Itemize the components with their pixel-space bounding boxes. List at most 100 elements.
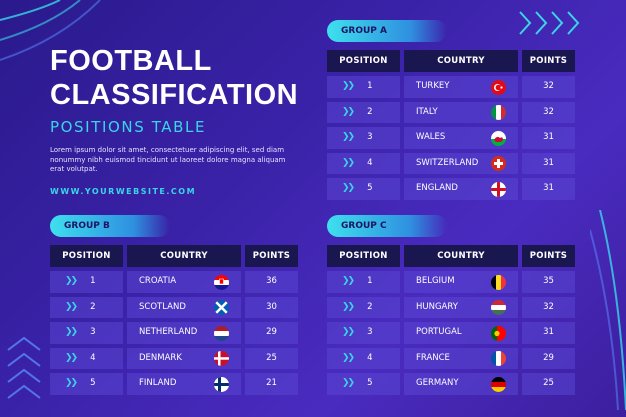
germany-flag-icon: [491, 376, 506, 392]
chevron-right-icon: ❯❯: [65, 327, 78, 337]
table-row: ❯❯ 3 NETHERLAND 29: [50, 322, 302, 344]
table-row: ❯❯ 5 FINLAND 21: [50, 373, 302, 395]
points-cell: 32: [522, 296, 575, 318]
position-cell: ❯❯ 3: [327, 322, 400, 344]
country-name: NETHERLAND: [139, 327, 198, 337]
table-row: ❯❯ 2 HUNGARY 32: [327, 296, 579, 318]
country-name: SCOTLAND: [139, 301, 186, 312]
points-cell: 32: [522, 76, 575, 98]
country-cell: SWITZERLAND: [404, 152, 518, 174]
table-header: POSITION COUNTRY POINTS: [327, 50, 579, 72]
points-cell: 31: [522, 322, 575, 344]
position-value: 2: [90, 301, 96, 312]
position-cell: ❯❯ 2: [327, 296, 400, 318]
points-cell: 29: [245, 322, 298, 344]
group-b-table: GROUP B POSITION COUNTRY POINTS ❯❯ 1 CROA…: [50, 215, 302, 395]
column-header-points: POINTS: [522, 50, 575, 72]
position-cell: ❯❯ 1: [327, 271, 400, 293]
position-cell: ❯❯ 1: [327, 76, 400, 98]
position-value: 1: [367, 81, 373, 91]
country-cell: SCOTLAND: [127, 296, 241, 318]
chevron-right-icon: ❯❯: [342, 157, 355, 168]
points-cell: 21: [245, 373, 298, 395]
position-value: 4: [367, 352, 373, 363]
country-name: ENGLAND: [416, 183, 458, 193]
chevron-right-icon: ❯❯: [65, 276, 78, 286]
country-cell: FINLAND: [127, 373, 241, 395]
position-value: 3: [367, 132, 373, 142]
country-name: GERMANY: [416, 378, 459, 388]
column-header-position: POSITION: [50, 245, 123, 267]
column-header-position: POSITION: [327, 245, 400, 267]
position-cell: ❯❯ 1: [50, 271, 123, 293]
turkey-flag-icon: [491, 79, 506, 95]
website-link[interactable]: WWW.YOURWEBSITE.COM: [50, 186, 197, 196]
position-cell: ❯❯ 2: [50, 296, 123, 318]
position-cell: ❯❯ 3: [50, 322, 123, 344]
column-header-country: COUNTRY: [127, 245, 241, 267]
country-cell: ENGLAND: [404, 178, 518, 200]
position-cell: ❯❯ 5: [327, 178, 400, 200]
points-cell: 25: [245, 347, 298, 369]
group-c-label: GROUP C: [327, 215, 447, 237]
points-cell: 35: [522, 271, 575, 293]
position-cell: ❯❯ 3: [327, 127, 400, 149]
position-value: 5: [90, 378, 96, 388]
points-cell: 25: [522, 373, 575, 395]
table-row: ❯❯ 5 GERMANY 25: [327, 373, 579, 395]
header: FOOTBALL CLASSIFICATION POSITIONS TABLE …: [50, 44, 310, 196]
points-cell: 31: [522, 178, 575, 200]
points-cell: 36: [245, 271, 298, 293]
column-header-position: POSITION: [327, 50, 400, 72]
finland-flag-icon: [214, 376, 229, 392]
table-row: ❯❯ 1 BELGIUM 35: [327, 271, 579, 293]
country-name: DENMARK: [139, 352, 182, 363]
column-header-country: COUNTRY: [404, 50, 518, 72]
country-name: CROATIA: [139, 276, 177, 286]
position-value: 2: [367, 106, 373, 117]
position-value: 3: [367, 327, 373, 337]
country-name: FRANCE: [416, 352, 450, 363]
page-title-line1: FOOTBALL: [50, 45, 212, 77]
chevron-right-icon: ❯❯: [342, 106, 355, 117]
country-cell: FRANCE: [404, 347, 518, 369]
position-value: 2: [367, 301, 373, 312]
right-wave-decoration: [590, 210, 626, 410]
country-name: BELGIUM: [416, 276, 455, 286]
country-cell: TURKEY: [404, 76, 518, 98]
position-value: 5: [367, 183, 373, 193]
table-row: ❯❯ 3 PORTUGAL 31: [327, 322, 579, 344]
table-row: ❯❯ 1 TURKEY 32: [327, 76, 579, 98]
chevron-right-icon: ❯❯: [342, 327, 355, 337]
country-cell: CROATIA: [127, 271, 241, 293]
points-cell: 31: [522, 127, 575, 149]
group-b-label: GROUP B: [50, 215, 170, 237]
country-cell: ITALY: [404, 101, 518, 123]
chevron-right-icon: ❯❯: [342, 132, 355, 142]
position-cell: ❯❯ 4: [327, 152, 400, 174]
italy-flag-icon: [491, 105, 506, 120]
belgium-flag-icon: [491, 274, 506, 290]
wales-flag-icon: [491, 130, 506, 146]
portugal-flag-icon: [491, 325, 506, 341]
page-subtitle: POSITIONS TABLE: [50, 118, 207, 136]
table-row: ❯❯ 4 SWITZERLAND 31: [327, 152, 579, 174]
country-cell: HUNGARY: [404, 296, 518, 318]
chevron-right-icon: ❯❯: [65, 301, 78, 312]
group-c-table: GROUP C POSITION COUNTRY POINTS ❯❯ 1 BELG…: [327, 215, 579, 395]
chevron-right-icon: ❯❯: [65, 352, 78, 363]
chevron-right-icon: ❯❯: [342, 301, 355, 312]
country-name: HUNGARY: [416, 301, 458, 312]
country-cell: PORTUGAL: [404, 322, 518, 344]
position-cell: ❯❯ 5: [327, 373, 400, 395]
table-header: POSITION COUNTRY POINTS: [50, 245, 302, 267]
table-row: ❯❯ 4 DENMARK 25: [50, 347, 302, 369]
chevron-right-icon: ❯❯: [342, 378, 355, 388]
position-cell: ❯❯ 2: [327, 101, 400, 123]
position-cell: ❯❯ 4: [327, 347, 400, 369]
chevron-right-icon: ❯❯: [342, 183, 355, 193]
column-header-country: COUNTRY: [404, 245, 518, 267]
country-cell: NETHERLAND: [127, 322, 241, 344]
table-row: ❯❯ 3 WALES 31: [327, 127, 579, 149]
country-cell: BELGIUM: [404, 271, 518, 293]
